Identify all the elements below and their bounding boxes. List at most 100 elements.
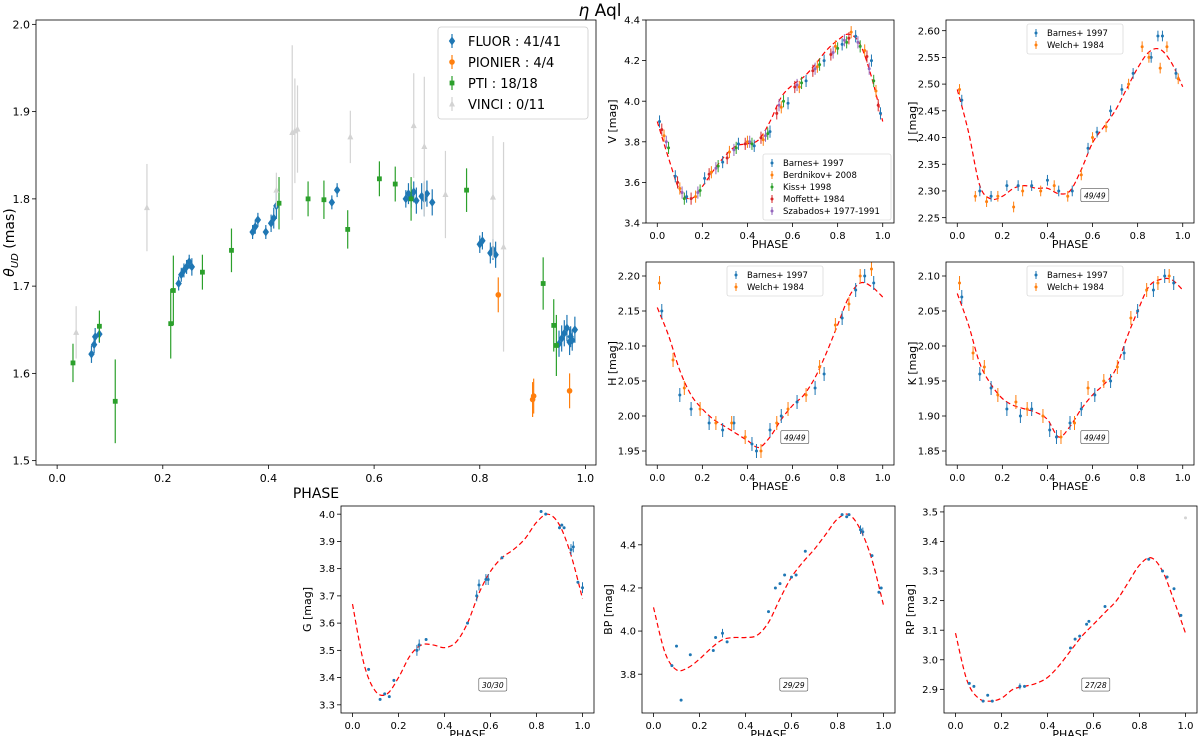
- data-point: [763, 134, 767, 138]
- x-tick-label: 0.2: [994, 473, 1010, 484]
- data-point: [759, 136, 763, 140]
- data-point: [707, 421, 711, 425]
- data-point: [305, 196, 311, 202]
- data-point: [576, 580, 580, 584]
- data-point: [1149, 55, 1153, 59]
- data-point: [1165, 45, 1169, 49]
- y-tick-label: 3.1: [922, 626, 938, 637]
- data-point: [777, 103, 781, 107]
- data-point: [571, 545, 575, 549]
- data-point: [867, 67, 871, 71]
- data-point: [732, 148, 736, 152]
- data-point: [803, 549, 807, 553]
- data-point: [709, 170, 713, 174]
- plot-frame: [945, 19, 1195, 224]
- data-point: [978, 189, 982, 193]
- legend-marker: [1034, 285, 1038, 289]
- data-point: [560, 523, 564, 527]
- figure-title-text: Aql: [589, 1, 622, 21]
- data-point: [1147, 557, 1151, 561]
- data-point: [688, 653, 692, 657]
- data-point: [410, 187, 417, 197]
- series-gaia-rp-rejected: [1184, 516, 1187, 520]
- data-point: [818, 365, 822, 369]
- x-tick-label: 0.8: [1130, 231, 1146, 242]
- data-point: [500, 556, 504, 560]
- x-tick-label: 0.4: [437, 721, 453, 732]
- data-point: [1129, 316, 1133, 320]
- x-axis-label: PHASE: [1052, 238, 1088, 251]
- data-point: [168, 321, 174, 327]
- data-point: [721, 428, 725, 432]
- data-point: [694, 195, 698, 199]
- data-point: [859, 528, 862, 532]
- data-point: [865, 55, 869, 59]
- data-point: [1018, 414, 1022, 418]
- data-point: [417, 643, 421, 647]
- data-point: [711, 648, 715, 652]
- data-point: [831, 50, 835, 54]
- x-tick-label: 0.2: [391, 721, 407, 732]
- data-point: [804, 393, 808, 397]
- fit-count-badge-box: [1080, 430, 1110, 444]
- data-point: [1016, 184, 1020, 188]
- data-point: [768, 428, 772, 432]
- y-tick-label: 3.5: [922, 508, 938, 519]
- legend: FLUOR : 41/41 PIONIER : 4/4 PTI : 18/18 VIN…: [437, 26, 589, 120]
- data-point: [662, 134, 666, 138]
- data-point: [345, 227, 351, 232]
- legend-marker: [770, 209, 774, 213]
- data-point: [273, 186, 280, 193]
- legend-marker: [770, 197, 774, 201]
- data-point: [822, 372, 826, 376]
- x-tick-label: 0.4: [1040, 231, 1056, 242]
- data-point: [685, 195, 689, 199]
- legend-marker: [734, 285, 738, 289]
- x-tick-label: 0.2: [994, 721, 1010, 732]
- data-point: [971, 351, 975, 355]
- data-point: [773, 586, 777, 590]
- x-tick-label: 1.0: [1178, 721, 1194, 732]
- data-point: [180, 265, 188, 275]
- y-tick-label: 2.30: [918, 187, 940, 198]
- data-point: [1068, 421, 1072, 425]
- y-axis-label: RP [mag]: [904, 584, 917, 635]
- data-point: [986, 693, 990, 697]
- y-tick-label: 2.10: [618, 342, 640, 353]
- data-point: [721, 160, 725, 164]
- data-point: [569, 548, 573, 552]
- data-point: [678, 186, 682, 190]
- fit-count-badge: 49/49: [784, 434, 806, 443]
- data-point: [1102, 379, 1106, 383]
- y-tick-label: 1.95: [918, 377, 940, 388]
- data-point: [563, 323, 571, 333]
- plot-frame: [641, 505, 896, 714]
- data-point: [960, 295, 964, 299]
- legend-label: VINCI : 0/11: [468, 98, 545, 113]
- x-axis-label: PHASE: [752, 480, 788, 493]
- y-tick-label: 1.95: [618, 447, 640, 458]
- data-point: [1160, 34, 1164, 38]
- data-point: [495, 292, 502, 298]
- legend-label: Berdnikov+ 2008: [783, 171, 857, 181]
- series-welch-1984: [958, 269, 1171, 444]
- x-tick-label: 0.0: [649, 473, 665, 484]
- data-point: [721, 631, 724, 635]
- plot-area: [70, 45, 579, 444]
- x-tick-label: 0.0: [948, 721, 964, 732]
- series-barnes-1997: [658, 30, 882, 203]
- data-point: [1086, 386, 1090, 390]
- data-point: [539, 509, 543, 513]
- data-point: [714, 166, 718, 170]
- data-point: [793, 85, 797, 89]
- series-barnes-1997: [960, 269, 1176, 444]
- data-point: [347, 133, 354, 140]
- legend-box: [1026, 23, 1124, 55]
- data-point: [328, 197, 336, 207]
- data-point: [567, 332, 574, 342]
- data-point: [551, 322, 557, 328]
- x-tick-label: 1.0: [875, 231, 891, 242]
- data-point: [254, 215, 262, 225]
- legend: Barnes+ 1997 Welch+ 1984: [726, 265, 824, 297]
- data-point: [489, 193, 496, 200]
